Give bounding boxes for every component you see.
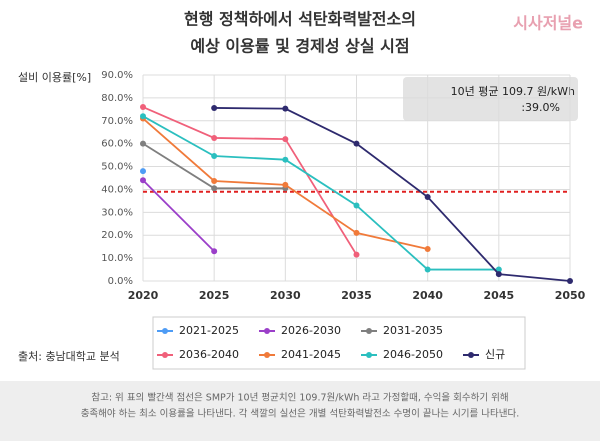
point	[424, 245, 431, 252]
legend-label: 2041-2045	[281, 348, 341, 361]
legend-marker	[162, 328, 168, 334]
annotation: :39.0%	[521, 101, 560, 114]
legend-label: 신규	[485, 348, 505, 361]
x-tick-label: 2020	[128, 289, 159, 302]
point	[282, 181, 289, 188]
x-tick-label: 2035	[341, 289, 372, 302]
y-tick-label: 50.0%	[101, 162, 133, 173]
note: 충족해야 하는 최소 이용률을 나타낸다. 각 색깔의 실선은 개별 석탄화력발…	[81, 408, 520, 420]
series-line	[214, 107, 571, 282]
point	[495, 271, 502, 278]
legend-label: 2036-2040	[179, 348, 239, 361]
point	[211, 134, 218, 141]
point	[353, 251, 360, 258]
legend	[152, 316, 526, 370]
y-axis-label: 설비 이용률[%]	[18, 71, 91, 84]
point	[140, 177, 146, 184]
y-tick-label: 90.0%	[101, 70, 133, 81]
point	[424, 193, 431, 200]
logo: 시사저널e	[513, 14, 583, 33]
legend-marker	[264, 352, 270, 358]
annotation-box	[403, 77, 578, 121]
legend-marker	[264, 328, 270, 334]
point	[140, 104, 146, 111]
point	[567, 278, 573, 284]
point	[211, 153, 218, 160]
legend-marker	[468, 352, 474, 358]
point	[211, 248, 218, 255]
legend-label: 2021-2025	[179, 324, 239, 337]
point	[140, 140, 146, 147]
source: 출처: 충남대학교 분석	[18, 350, 120, 363]
y-tick-label: 10.0%	[101, 253, 133, 264]
point	[140, 113, 146, 120]
point	[353, 202, 360, 209]
point	[282, 136, 289, 143]
series-line	[142, 179, 215, 252]
legend-marker	[366, 328, 372, 334]
x-tick-label: 2025	[199, 289, 230, 302]
note: 참고: 위 표의 빨간색 점선은 SMP가 10년 평균치인 109.7원/kW…	[91, 392, 508, 404]
x-tick-label: 2030	[270, 289, 301, 302]
point	[211, 104, 218, 111]
note-box	[0, 381, 600, 441]
y-tick-label: 20.0%	[101, 230, 133, 241]
legend-label: 2046-2050	[383, 348, 443, 361]
legend-marker	[162, 352, 168, 358]
y-tick-label: 70.0%	[101, 116, 133, 127]
x-tick-label: 2045	[484, 289, 515, 302]
annotation: 10년 평균 109.7 원/kWh	[451, 85, 575, 98]
y-tick-label: 80.0%	[101, 93, 133, 104]
point	[282, 156, 289, 163]
series-line	[142, 115, 499, 271]
y-tick-label: 30.0%	[101, 207, 133, 218]
series-line	[142, 106, 358, 256]
point	[282, 105, 289, 112]
y-tick-label: 0.0%	[108, 276, 133, 287]
legend-label: 2026-2030	[281, 324, 341, 337]
point	[353, 140, 360, 147]
point	[211, 177, 218, 184]
point	[495, 266, 502, 273]
legend-label: 2031-2035	[383, 324, 443, 337]
point	[424, 266, 431, 273]
point	[353, 229, 360, 236]
chart-title: 현행 정책하에서 석탄화력발전소의	[184, 10, 416, 29]
x-tick-label: 2040	[412, 289, 443, 302]
y-tick-label: 60.0%	[101, 139, 133, 150]
chart-title: 예상 이용률 및 경제성 상실 시점	[190, 37, 409, 56]
y-tick-label: 40.0%	[101, 184, 133, 195]
legend-marker	[366, 352, 372, 358]
point	[211, 185, 218, 192]
point	[140, 168, 146, 175]
x-tick-label: 2050	[555, 289, 586, 302]
